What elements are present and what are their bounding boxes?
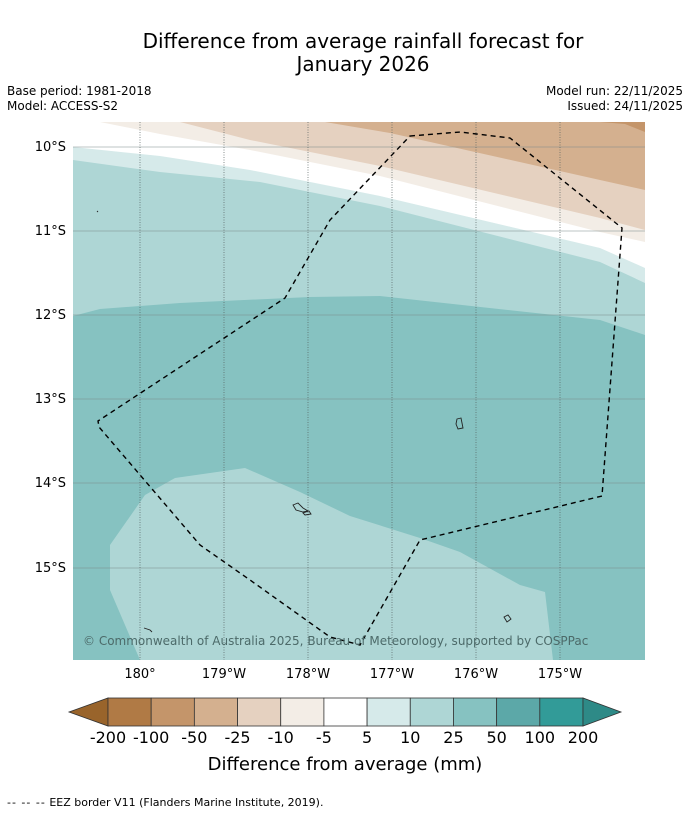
island-dot xyxy=(96,210,99,213)
colorbar-tick-label: 25 xyxy=(443,728,463,747)
model-run: Model run: 22/11/2025 xyxy=(545,84,683,98)
lat-label: 12°S xyxy=(35,308,66,323)
island-wallis-islet xyxy=(302,510,312,516)
meta-right: Model run: 22/11/2025 Issued: 24/11/2025 xyxy=(546,84,683,114)
band-10-25-south xyxy=(110,468,553,660)
eez-legend-text: EEZ border V11 (Flanders Marine Institut… xyxy=(49,796,324,809)
lon-label: 177°W xyxy=(370,667,414,682)
lat-label: 14°S xyxy=(35,476,66,491)
band-minus100-minus50 xyxy=(600,122,645,132)
lon-gridlines xyxy=(139,122,561,660)
lat-label: 13°S xyxy=(35,392,66,407)
footer-legend: -- -- -- EEZ border V11 (Flanders Marine… xyxy=(7,796,323,809)
colorbar-tick-label: -25 xyxy=(224,728,250,747)
lat-label: 10°S xyxy=(35,140,66,155)
lat-labels: 10°S 11°S 12°S 13°S 14°S 15°S xyxy=(35,140,66,576)
colorbar-tick-label: 10 xyxy=(400,728,420,747)
islands xyxy=(96,210,512,633)
base-period: Base period: 1981-2018 xyxy=(7,84,152,98)
lon-label: 175°W xyxy=(538,667,582,682)
colorbar-cell xyxy=(107,697,152,727)
colorbar-cell xyxy=(409,697,454,727)
colorbar-cell xyxy=(237,697,282,727)
lat-gridlines xyxy=(73,146,645,569)
model-name: Model: ACCESS-S2 xyxy=(7,99,119,113)
band-minus50-minus25 xyxy=(325,122,645,190)
copyright-notice: © Commonwealth of Australia 2025, Bureau… xyxy=(83,634,588,648)
colorbar-cell xyxy=(496,697,541,727)
lat-label: 11°S xyxy=(35,224,66,239)
colorbar-cell xyxy=(539,697,584,727)
map-title-line2: January 2026 xyxy=(296,52,430,76)
colorbar-tick-label: 5 xyxy=(362,728,372,747)
meta-left: Base period: 1981-2018 Model: ACCESS-S2 xyxy=(7,84,152,114)
lon-label: 179°W xyxy=(202,667,246,682)
colorbar-tick-label: -100 xyxy=(133,728,169,747)
colorbar-cell xyxy=(323,697,368,727)
colorbar-title: Difference from average (mm) xyxy=(208,754,483,775)
lon-label: 178°W xyxy=(286,667,330,682)
map-panel: © Commonwealth of Australia 2025, Bureau… xyxy=(73,122,645,660)
island-west xyxy=(143,627,153,633)
lon-labels: 180° 179°W 178°W 177°W 176°W 175°W xyxy=(124,667,582,682)
colorbar-cell xyxy=(193,697,238,727)
colorbar-extend-low xyxy=(67,697,109,727)
colorbar-tick-label: -10 xyxy=(268,728,294,747)
colorbar-cells xyxy=(107,697,584,727)
map-title: Difference from average rainfall forecas… xyxy=(0,30,690,76)
colorbar-extend-high xyxy=(582,697,623,727)
island-reef xyxy=(503,614,512,623)
map-title-line1: Difference from average rainfall forecas… xyxy=(142,29,584,53)
lon-label: 180° xyxy=(124,667,155,682)
colorbar-tick-label: -5 xyxy=(316,728,332,747)
colorbar-tick-labels: -200 -100 -50 -25 -10 -5 5 10 25 50 100 200 xyxy=(90,728,598,747)
colorbar-tick-label: -50 xyxy=(181,728,207,747)
colorbar-tick-label: -200 xyxy=(90,728,126,747)
issued-date: Issued: 24/11/2025 xyxy=(567,99,683,113)
colorbar-cell xyxy=(280,697,325,727)
colorbar-tick-label: 200 xyxy=(568,728,599,747)
eez-legend-symbol: -- -- -- xyxy=(7,796,46,809)
colorbar-tick-label: 50 xyxy=(486,728,506,747)
island-futuna xyxy=(455,417,464,430)
colorbar-cell xyxy=(150,697,195,727)
colorbar-tick-label: 100 xyxy=(525,728,556,747)
colorbar-cell xyxy=(366,697,411,727)
lon-label: 176°W xyxy=(454,667,498,682)
colorbar: -200 -100 -50 -25 -10 -5 5 10 25 50 100 200 Differe… xyxy=(67,697,623,775)
lat-label: 15°S xyxy=(35,561,66,576)
colorbar-cell xyxy=(453,697,498,727)
eez-border xyxy=(97,131,623,646)
